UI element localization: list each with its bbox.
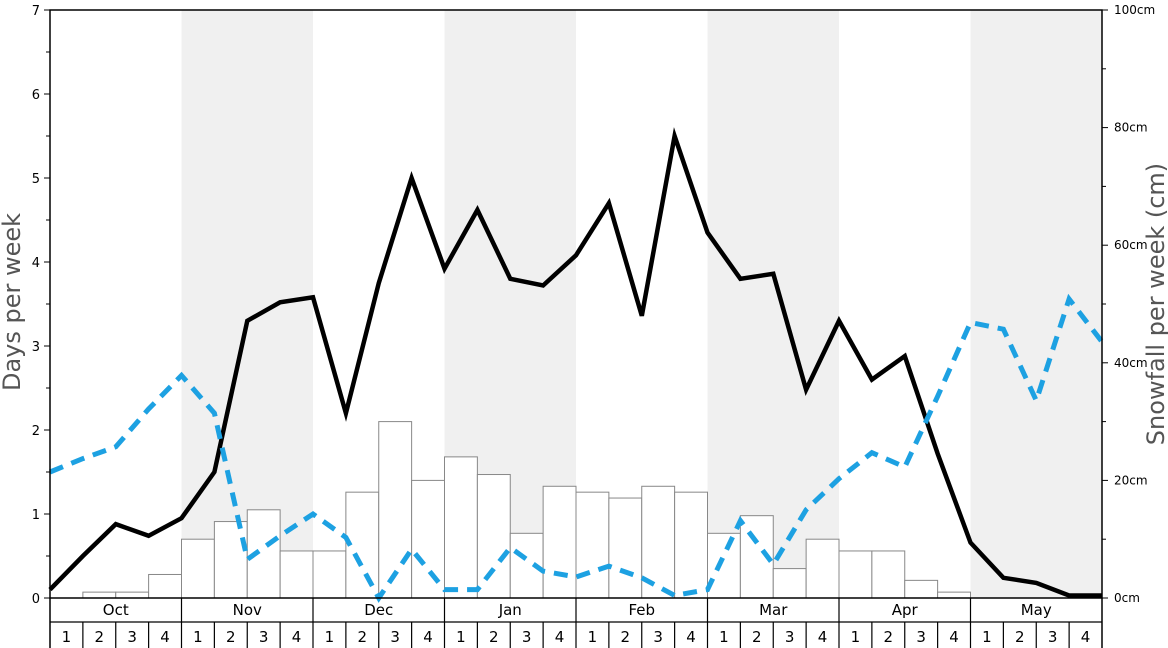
month-bands [181, 10, 1102, 598]
week-label: 1 [851, 628, 861, 646]
week-label: 2 [752, 628, 762, 646]
month-label-apr: Apr [892, 601, 919, 619]
left-tick-label: 4 [32, 256, 40, 271]
snowfall-bar [345, 491, 380, 599]
left-tick-label: 6 [32, 88, 40, 103]
month-label-oct: Oct [103, 601, 129, 619]
week-label: 2 [1015, 628, 1025, 646]
right-tick-label: 80cm [1114, 121, 1148, 135]
week-label: 4 [423, 628, 433, 646]
week-label: 3 [916, 628, 926, 646]
month-label-jan: Jan [498, 601, 522, 619]
week-label: 4 [949, 628, 959, 646]
snowfall-bar [805, 538, 840, 599]
snowfall-bar [871, 550, 906, 599]
week-label: 2 [358, 628, 368, 646]
left-axis-title: Days per week [0, 213, 26, 391]
snowfall-bar [772, 568, 807, 599]
snowfall-bar [476, 474, 511, 599]
snowfall-bar [312, 550, 347, 599]
week-label: 1 [325, 628, 335, 646]
week-label: 4 [292, 628, 302, 646]
snowfall-bar [707, 532, 741, 599]
snowfall-bar [608, 497, 643, 599]
month-label-mar: Mar [759, 601, 788, 619]
left-tick-label: 1 [32, 508, 40, 523]
week-label: 1 [456, 628, 466, 646]
snowfall-bar [279, 550, 314, 599]
left-axis: 0 1 2 3 4 5 6 7 [32, 4, 50, 607]
series-line-dashed-blue [49, 293, 1104, 603]
snowfall-bar [937, 591, 971, 599]
line-series [48, 127, 1104, 603]
week-label: 2 [621, 628, 631, 646]
week-label: 3 [1048, 628, 1058, 646]
month-label-nov: Nov [233, 601, 262, 619]
right-tick-label: 40cm [1114, 356, 1148, 370]
month-label-dec: Dec [364, 601, 393, 619]
right-tick-label: 60cm [1114, 238, 1148, 252]
snowfall-bar [444, 456, 478, 599]
snowfall-bar [378, 421, 413, 599]
right-tick-label: 20cm [1114, 473, 1148, 487]
week-label: 1 [588, 628, 598, 646]
snowfall-bar [181, 538, 215, 599]
left-tick-label: 0 [32, 592, 40, 607]
week-label: 3 [127, 628, 137, 646]
left-tick-label: 5 [32, 172, 40, 187]
snowfall-bar [115, 591, 150, 599]
month-label-feb: Feb [628, 601, 655, 619]
week-label: 2 [489, 628, 499, 646]
week-label: 2 [226, 628, 236, 646]
snowfall-bar [575, 491, 610, 599]
left-tick-label: 2 [32, 424, 40, 439]
week-label: 3 [653, 628, 663, 646]
week-label: 3 [522, 628, 532, 646]
week-label: 4 [686, 628, 696, 646]
week-label: 4 [160, 628, 170, 646]
snowfall-bar [213, 521, 248, 599]
week-label: 4 [1081, 628, 1091, 646]
right-axis-title: Snowfall per week (cm) [1142, 163, 1168, 445]
right-axis: 0cm 20cm 40cm 60cm 80cm 100cm [1102, 3, 1155, 605]
week-label: 2 [95, 628, 105, 646]
week-label: 3 [390, 628, 400, 646]
month-band-mar [707, 10, 839, 598]
month-band-may [970, 10, 1102, 598]
week-label: 3 [785, 628, 795, 646]
snowfall-bar [82, 591, 117, 599]
right-tick-label: 0cm [1114, 591, 1140, 605]
week-label: 4 [555, 628, 565, 646]
snowfall-bar [542, 485, 577, 599]
snowfall-bar [838, 550, 873, 599]
week-label: 3 [259, 628, 269, 646]
snowfall-bar [148, 573, 182, 599]
month-label-may: May [1021, 601, 1052, 619]
week-label: 1 [62, 628, 72, 646]
week-label: 1 [719, 628, 729, 646]
snowfall-bar [674, 491, 708, 599]
week-label: 1 [193, 628, 203, 646]
x-axis: Oct 1 2 3 4 Nov 1 2 3 4 Dec 1 2 3 4 Jan 1 2 3 4 Feb 1 2 3 4 Mar 1 2… [49, 598, 1103, 648]
month-band-nov [181, 10, 313, 598]
left-tick-label: 7 [32, 4, 40, 19]
week-label: 1 [982, 628, 992, 646]
left-tick-label: 3 [32, 340, 40, 355]
week-label: 2 [884, 628, 894, 646]
snowfall-bars [82, 421, 971, 599]
right-tick-label: 100cm [1114, 3, 1155, 17]
week-label: 4 [818, 628, 828, 646]
snowfall-bar [904, 579, 939, 599]
